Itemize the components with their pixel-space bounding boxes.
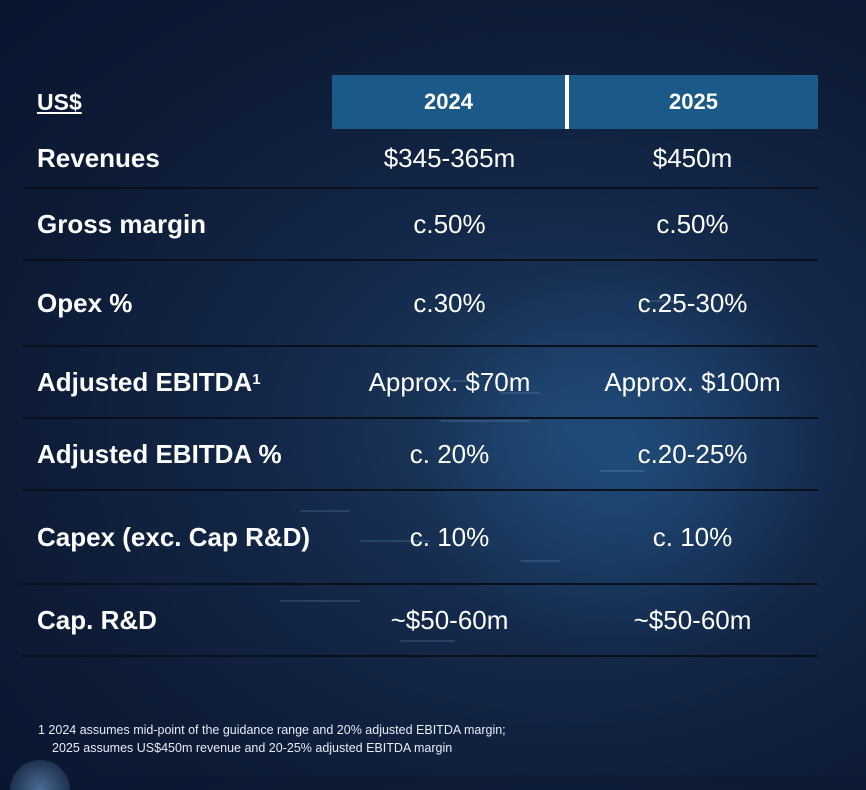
year-2025-header: 2025 (567, 75, 818, 129)
footnote-reference: 1 (252, 371, 261, 388)
row-label: Opex % (22, 260, 332, 347)
value-2024: c. 10% (332, 490, 567, 585)
footnote-line-2: 2025 assumes US$450m revenue and 20-25% … (52, 741, 453, 755)
table-row-capex: Capex (exc. Cap R&D) c. 10% c. 10% (22, 490, 818, 585)
footnote: 1 2024 assumes mid-point of the guidance… (38, 721, 506, 757)
table-header-row: US$ 2024 2025 (22, 75, 818, 129)
row-label: Capex (exc. Cap R&D) (22, 490, 332, 585)
table-row-cap-rd: Cap. R&D ~$50-60m ~$50-60m (22, 584, 818, 657)
value-2024: $345-365m (332, 129, 567, 189)
value-2024: ~$50-60m (332, 584, 567, 657)
row-label: Revenues (22, 129, 332, 189)
value-2024: c.50% (332, 188, 567, 261)
guidance-table-container: US$ 2024 2025 Revenues $345-365m $450m G… (22, 75, 818, 657)
table-row-gross-margin: Gross margin c.50% c.50% (22, 188, 818, 261)
value-2024: c.30% (332, 260, 567, 347)
row-label: Adjusted EBITDA % (22, 418, 332, 491)
guidance-table: US$ 2024 2025 Revenues $345-365m $450m G… (22, 75, 818, 657)
value-2025: c.50% (567, 188, 818, 261)
footnote-line-1: 1 2024 assumes mid-point of the guidance… (38, 723, 506, 737)
value-2025: c. 10% (567, 490, 818, 585)
value-2024: Approx. $70m (332, 346, 567, 419)
value-2025: c.25-30% (567, 260, 818, 347)
value-2025: c.20-25% (567, 418, 818, 491)
row-label: Gross margin (22, 188, 332, 261)
row-label: Adjusted EBITDA1 (22, 346, 332, 419)
currency-header: US$ (37, 88, 82, 115)
table-row-adjusted-ebitda: Adjusted EBITDA1 Approx. $70m Approx. $1… (22, 346, 818, 419)
decorative-corner-swoosh (10, 760, 70, 790)
value-2025: $450m (567, 129, 818, 189)
year-2024-header: 2024 (332, 75, 569, 129)
value-2025: Approx. $100m (567, 346, 818, 419)
row-label-text: Adjusted EBITDA (37, 367, 253, 397)
table-row-adjusted-ebitda-pct: Adjusted EBITDA % c. 20% c.20-25% (22, 418, 818, 491)
table-row-opex: Opex % c.30% c.25-30% (22, 260, 818, 347)
value-2025: ~$50-60m (567, 584, 818, 657)
value-2024: c. 20% (332, 418, 567, 491)
table-row-revenues: Revenues $345-365m $450m (22, 129, 818, 189)
row-label: Cap. R&D (22, 584, 332, 657)
